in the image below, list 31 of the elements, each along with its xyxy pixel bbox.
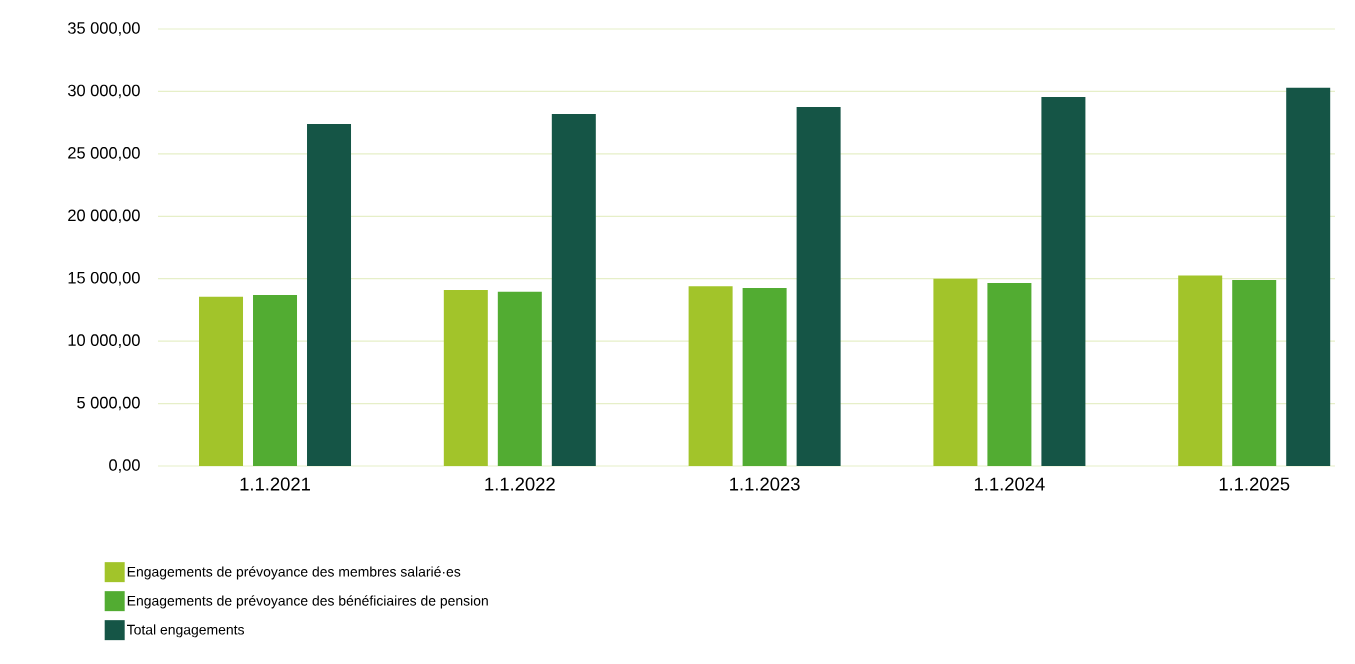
bar xyxy=(1286,87,1331,466)
x-tick-label: 1.1.2023 xyxy=(730,477,800,491)
bar xyxy=(497,291,542,466)
bar xyxy=(307,123,352,466)
x-tick-label: 1.1.2022 xyxy=(485,477,555,491)
legend-label: Engagements de prévoyance des membres salarié·es xyxy=(127,566,461,580)
bar xyxy=(987,283,1032,466)
bar xyxy=(1178,275,1223,466)
bar xyxy=(199,296,244,466)
bar xyxy=(1041,97,1086,466)
bar xyxy=(253,294,298,466)
bar xyxy=(688,286,733,466)
bar xyxy=(742,288,787,466)
x-tick-label: 1.1.2024 xyxy=(974,477,1045,491)
bar xyxy=(443,289,488,466)
legend-label: Engagements de prévoyance des bénéficiaires de pension xyxy=(127,595,488,609)
legend-label: Total engagements xyxy=(126,624,245,638)
y-tick-label: 15 000,00 xyxy=(68,271,140,286)
y-tick-label: 30 000,00 xyxy=(67,84,140,99)
bar xyxy=(796,107,841,466)
y-tick-label: 0,00 xyxy=(109,459,140,473)
y-tick-label: 35 000,00 xyxy=(67,22,140,36)
x-tick-label: 1.1.2021 xyxy=(240,477,310,491)
y-tick-label: 10 000,00 xyxy=(68,334,140,348)
y-tick-label: 25 000,00 xyxy=(68,147,140,161)
y-tick-label: 5 000,00 xyxy=(77,396,140,411)
x-tick-label: 1.1.2025 xyxy=(1219,477,1290,491)
y-tick-label: 20 000,00 xyxy=(68,209,140,224)
bar xyxy=(1232,279,1277,466)
bar xyxy=(933,278,978,466)
bar xyxy=(551,113,596,466)
